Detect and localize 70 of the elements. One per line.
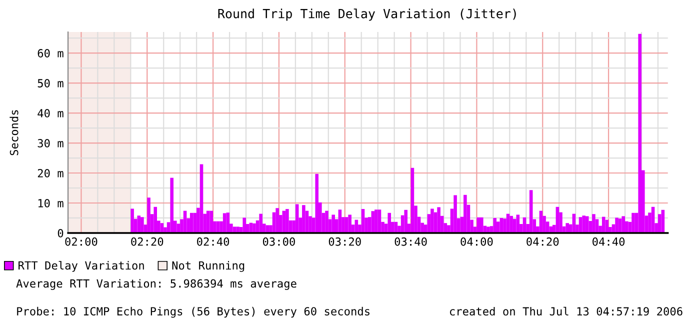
bar xyxy=(348,214,352,233)
bar xyxy=(476,217,480,233)
x-tick-label: 02:20 xyxy=(131,237,164,246)
chart-title: Round Trip Time Delay Variation (Jitter) xyxy=(218,8,516,21)
bar xyxy=(286,208,289,233)
bar xyxy=(486,226,490,233)
bar xyxy=(325,210,328,233)
bar xyxy=(200,164,204,233)
x-tick-label: 02:40 xyxy=(197,237,230,246)
x-tick-label: 04:40 xyxy=(592,237,625,246)
bar xyxy=(137,216,141,233)
bar xyxy=(437,207,440,233)
y-tick-label: 10 m xyxy=(38,199,64,208)
bar xyxy=(632,212,635,233)
bar xyxy=(464,194,467,233)
bar xyxy=(190,212,194,233)
y-tick-label: 20 m xyxy=(38,169,64,178)
bar xyxy=(147,198,150,233)
bar xyxy=(140,217,144,233)
text: created on Thu Jul 13 04:57:19 2006 xyxy=(450,306,682,316)
bar xyxy=(276,208,279,233)
bar xyxy=(585,216,589,233)
bar xyxy=(615,218,618,233)
bar xyxy=(454,195,457,233)
bar xyxy=(170,178,174,233)
legend-label: RTT Delay Variation xyxy=(18,260,144,272)
bar xyxy=(566,223,569,233)
bar xyxy=(592,214,596,233)
bar xyxy=(302,205,306,233)
text: Probe: 10 ICMP Echo Pings (56 Bytes) every 60 seconds xyxy=(17,306,370,318)
y-axis-title: Seconds xyxy=(10,110,18,156)
bar xyxy=(252,223,256,233)
bar xyxy=(638,34,642,233)
text: Average RTT Variation: 5.986394 ms average xyxy=(16,279,296,290)
bar xyxy=(512,218,516,233)
bar xyxy=(410,168,414,233)
bar xyxy=(236,226,240,233)
x-tick-label: 03:20 xyxy=(328,237,361,246)
bar xyxy=(374,210,378,233)
bar xyxy=(622,216,626,233)
bar xyxy=(493,218,496,233)
y-tick-label: 30 m xyxy=(38,139,64,148)
bar xyxy=(605,220,609,233)
y-tick-label: 60 m xyxy=(38,49,64,58)
bar xyxy=(259,214,262,233)
bar xyxy=(332,214,335,233)
x-tick-label: 04:20 xyxy=(526,237,559,246)
bar xyxy=(480,217,484,233)
y-tick-label: 50 m xyxy=(38,79,64,88)
bar xyxy=(388,212,392,233)
x-tick-label: 02:00 xyxy=(65,237,98,246)
bar xyxy=(510,216,513,233)
bar xyxy=(210,210,214,233)
y-tick-label: 40 m xyxy=(38,109,64,118)
bar xyxy=(404,210,408,233)
bar xyxy=(582,216,586,233)
bar xyxy=(242,218,246,233)
x-tick-label: 03:00 xyxy=(262,237,295,246)
bar xyxy=(226,212,230,233)
bar xyxy=(658,214,662,233)
y-tick-label: 0 xyxy=(58,228,64,238)
bar xyxy=(130,208,134,233)
bar xyxy=(496,222,500,233)
x-tick-label: 04:00 xyxy=(460,237,493,246)
bar xyxy=(371,211,375,233)
legend-label: Not Running xyxy=(172,261,244,272)
x-tick-label: 03:40 xyxy=(394,237,427,246)
bar xyxy=(430,208,434,233)
bar xyxy=(315,174,319,233)
bar xyxy=(154,206,158,233)
